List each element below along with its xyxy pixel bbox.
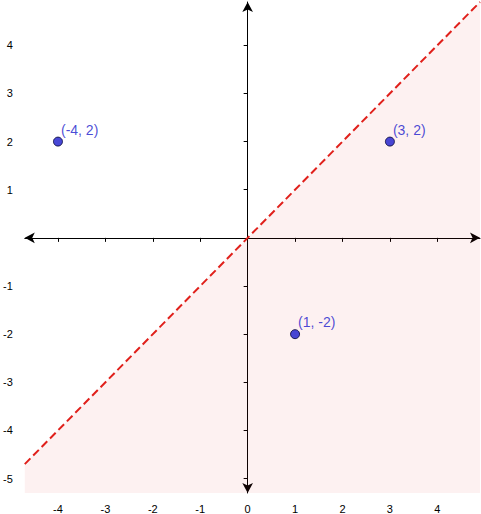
svg-text:4: 4 [7, 39, 13, 51]
svg-text:-4: -4 [53, 503, 63, 514]
svg-text:0: 0 [245, 503, 251, 514]
svg-text:(-4, 2): (-4, 2) [61, 122, 98, 138]
svg-text:(3, 2): (3, 2) [393, 122, 426, 138]
svg-text:-2: -2 [148, 503, 158, 514]
svg-text:3: 3 [7, 87, 13, 99]
svg-text:-1: -1 [3, 280, 13, 292]
svg-text:4: 4 [434, 503, 440, 514]
svg-text:-5: -5 [3, 473, 13, 485]
svg-text:2: 2 [339, 503, 345, 514]
svg-text:3: 3 [387, 503, 393, 514]
svg-text:-2: -2 [3, 328, 13, 340]
svg-text:1: 1 [292, 503, 298, 514]
svg-text:(1, -2): (1, -2) [298, 314, 335, 330]
svg-text:1: 1 [7, 184, 13, 196]
svg-text:-3: -3 [3, 376, 13, 388]
svg-text:-3: -3 [101, 503, 111, 514]
svg-text:-1: -1 [195, 503, 205, 514]
svg-text:-4: -4 [3, 424, 13, 436]
svg-text:2: 2 [7, 136, 13, 148]
